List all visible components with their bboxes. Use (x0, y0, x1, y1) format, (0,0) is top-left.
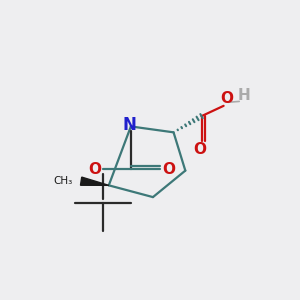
Text: N: N (122, 116, 136, 134)
Text: O: O (194, 142, 207, 158)
Polygon shape (80, 177, 109, 185)
Text: H: H (238, 88, 250, 103)
Text: O: O (162, 162, 175, 177)
Text: O: O (220, 91, 233, 106)
Text: O: O (88, 162, 101, 177)
Text: CH₃: CH₃ (54, 176, 73, 186)
